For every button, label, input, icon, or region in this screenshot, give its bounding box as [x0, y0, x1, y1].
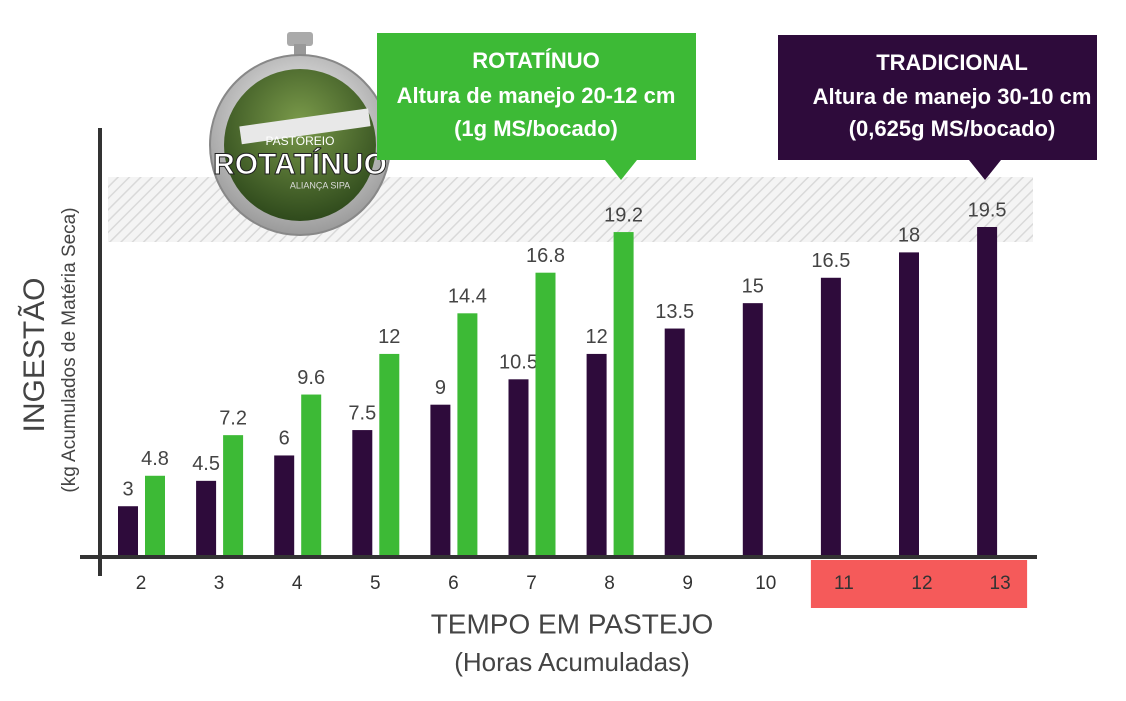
- callout-rotatinuo: ROTATÍNUO Altura de manejo 20-12 cm (1g …: [377, 33, 696, 180]
- x-axis-sublabel: (Horas Acumuladas): [454, 647, 690, 677]
- data-label: 3: [122, 479, 133, 501]
- x-tick-label: 2: [136, 573, 147, 594]
- data-label: 13.5: [655, 301, 694, 323]
- legend-note: Altura de manejo 30-10 cm: [813, 84, 1092, 109]
- bar: [301, 394, 322, 557]
- data-label: 19.2: [604, 204, 643, 226]
- logo-bottom: ALIANÇA SIPA: [290, 180, 350, 190]
- logo-top: PASTOREIO: [266, 134, 335, 148]
- y-axis-sublabel: (kg Acumulados de Matéria Seca): [59, 207, 80, 492]
- x-tick-label: 8: [604, 573, 615, 594]
- bar: [899, 252, 919, 557]
- data-label: 6: [279, 428, 290, 450]
- data-label: 9.6: [297, 367, 325, 389]
- legend-note: (1g MS/bocado): [454, 116, 618, 141]
- bar: [430, 404, 451, 557]
- data-label: 10.5: [499, 352, 538, 374]
- data-label: 9: [435, 377, 446, 399]
- x-tick-label: 4: [292, 573, 303, 594]
- data-label: 14.4: [448, 286, 487, 308]
- x-tick-label: 3: [214, 573, 225, 594]
- bar: [535, 272, 556, 557]
- legend-name: TRADICIONAL: [876, 50, 1028, 75]
- bar: [613, 232, 634, 558]
- x-tick-label: 6: [448, 573, 459, 594]
- logo: PASTOREIO ROTATÍNUO ALIANÇA SIPA: [209, 32, 391, 236]
- data-label: 16.5: [811, 250, 850, 272]
- bar: [586, 353, 607, 557]
- x-tick-label: 9: [682, 573, 693, 594]
- x-tick-label: 12: [911, 573, 932, 594]
- bar: [664, 328, 685, 557]
- data-label: 18: [898, 225, 920, 247]
- bar: [196, 480, 217, 557]
- data-label: 4.8: [141, 448, 169, 470]
- data-label: 12: [585, 326, 607, 348]
- bar: [977, 227, 998, 557]
- data-label: 19.5: [968, 199, 1007, 221]
- callout-tradicional: TRADICIONAL Altura de manejo 30-10 cm (0…: [778, 35, 1097, 180]
- x-tick-label: 7: [526, 573, 537, 594]
- bar: [457, 313, 478, 557]
- bar: [274, 455, 295, 557]
- x-tick-label: 11: [834, 573, 854, 594]
- x-tick-label: 13: [990, 573, 1011, 594]
- x-tick-label: 5: [370, 573, 381, 594]
- bar: [508, 379, 529, 557]
- bar: [742, 303, 763, 557]
- bar: [820, 277, 841, 557]
- bar: [223, 435, 244, 557]
- data-label: 15: [742, 275, 764, 297]
- x-axis-label: TEMPO EM PASTEJO: [431, 608, 714, 639]
- data-label: 16.8: [526, 245, 565, 267]
- x-tick-label: 10: [755, 573, 776, 594]
- logo-name: ROTATÍNUO: [213, 147, 387, 181]
- category-highlight: [810, 560, 1028, 608]
- data-label: 12: [378, 326, 400, 348]
- legend-note: (0,625g MS/bocado): [849, 116, 1056, 141]
- y-axis-label: INGESTÃO: [17, 277, 51, 432]
- data-label: 7.2: [219, 407, 247, 429]
- legend-name: ROTATÍNUO: [472, 48, 600, 73]
- data-label: 7.5: [348, 402, 376, 424]
- bar: [379, 353, 400, 557]
- bar: [118, 506, 138, 557]
- bar: [145, 475, 165, 557]
- bar: [352, 430, 373, 557]
- legend-note: Altura de manejo 20-12 cm: [397, 83, 676, 108]
- data-label: 4.5: [192, 453, 220, 475]
